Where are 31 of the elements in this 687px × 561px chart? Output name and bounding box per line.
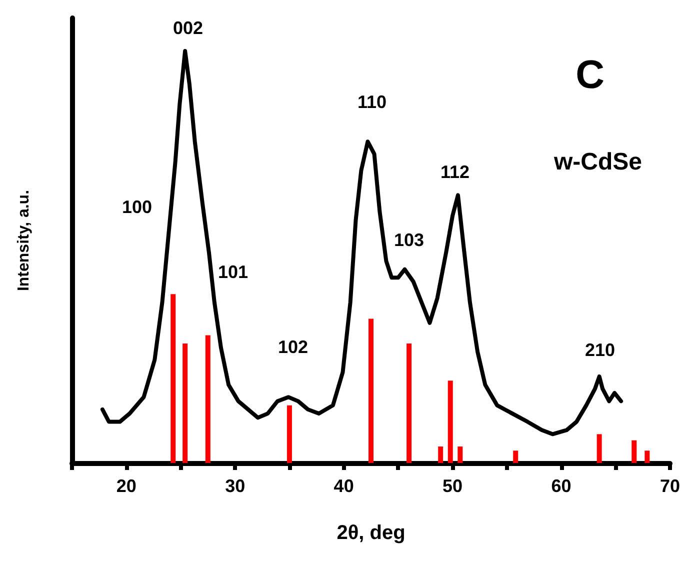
annotation: 102 <box>278 337 308 357</box>
x-tick-label: 60 <box>551 476 572 496</box>
x-tick-label: 70 <box>660 476 680 496</box>
bar <box>182 344 188 463</box>
x-tick-label: 30 <box>225 476 246 496</box>
bar <box>644 450 650 463</box>
annotation: 112 <box>440 162 470 182</box>
x-tick-label: 50 <box>442 476 463 496</box>
bar <box>286 405 292 463</box>
text: 002 <box>172 18 204 38</box>
x-tick-label: 40 <box>334 476 354 496</box>
bar <box>368 318 374 463</box>
annotation: 110 <box>357 92 387 112</box>
bar <box>406 344 412 463</box>
x-axis-title: 2θ, deg <box>336 522 406 544</box>
bar <box>170 294 176 463</box>
annotation: 100 <box>122 197 152 217</box>
bar <box>438 446 444 463</box>
x-tick-label: 20 <box>116 476 136 496</box>
bar <box>632 440 637 463</box>
bar <box>596 434 602 463</box>
annotation: 101 <box>218 262 248 282</box>
y-axis-title: Intensity, a.u. <box>16 190 32 292</box>
annotation: 210 <box>584 340 616 360</box>
bar <box>448 380 453 463</box>
annotation: 103 <box>394 230 424 250</box>
bar <box>458 446 463 463</box>
bar <box>513 450 518 463</box>
annotation: C <box>576 53 604 97</box>
annotation: w-CdSe <box>552 148 642 176</box>
bar <box>205 335 210 463</box>
